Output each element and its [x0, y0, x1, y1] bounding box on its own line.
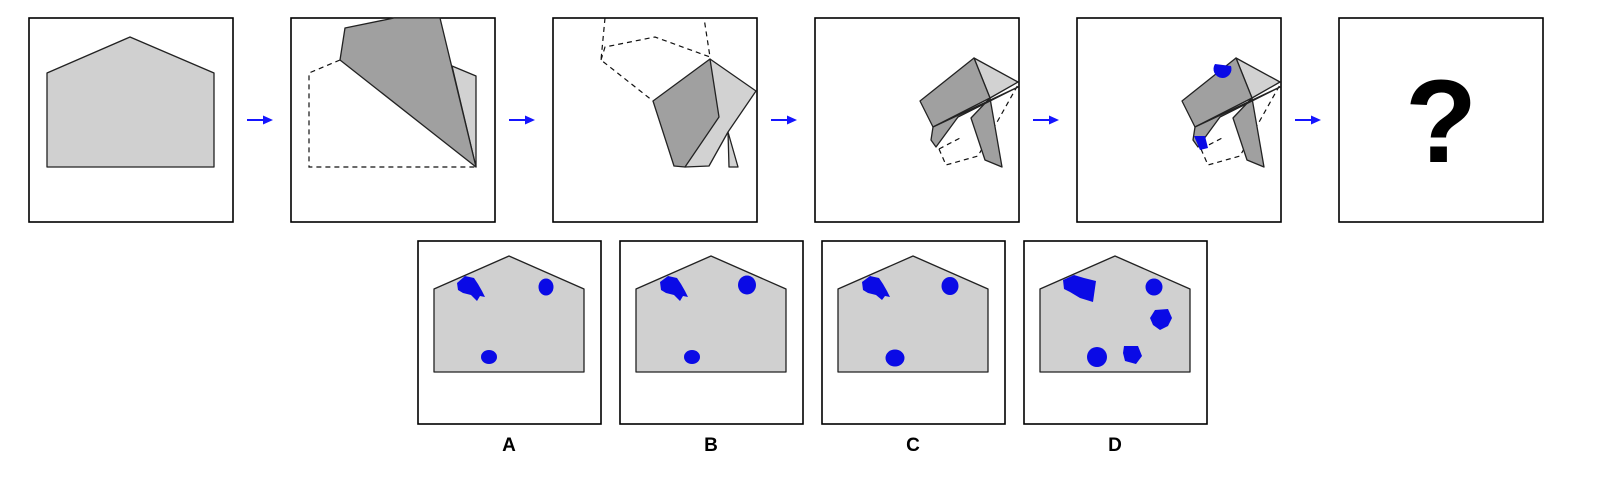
- arrow-3: [771, 115, 797, 125]
- option-a-label: A: [502, 435, 516, 456]
- option-d[interactable]: D: [1023, 240, 1208, 456]
- option-a-circle-hole-2: [481, 350, 497, 364]
- option-c[interactable]: C: [821, 240, 1006, 456]
- step-2-fold-outline: [308, 59, 476, 168]
- step-2-panel: [290, 17, 496, 223]
- arrow-4: [1033, 115, 1059, 125]
- option-a-circle-hole-1: [538, 278, 554, 296]
- step-5-square-hole: [1194, 136, 1208, 150]
- option-a-square-hole: [457, 276, 485, 301]
- arrow-2: [509, 115, 535, 125]
- option-b[interactable]: B: [619, 240, 804, 456]
- option-d-label: D: [1108, 435, 1122, 456]
- option-b-circle-hole-2: [684, 350, 700, 364]
- step-4-panel: [814, 17, 1020, 223]
- option-b-circle-hole-1: [738, 275, 756, 295]
- option-d-square-hole-1: [1063, 275, 1096, 302]
- option-c-circle-hole-2: [885, 349, 905, 367]
- step-4-upper-flap: [930, 86, 1019, 148]
- option-a[interactable]: A: [417, 240, 602, 456]
- step-5-circle-hole: [1213, 64, 1232, 78]
- step-3-dark-flap: [652, 58, 720, 168]
- step-3-panel: [552, 17, 758, 223]
- option-b-label: B: [704, 435, 718, 456]
- option-b-square-hole: [660, 276, 688, 301]
- arrow-5: [1295, 115, 1321, 125]
- option-d-square-hole-2: [1150, 309, 1172, 330]
- option-d-circle-hole-1: [1145, 278, 1163, 296]
- option-d-circle-hole-2: [1087, 347, 1107, 367]
- step-4-fold-outline: [938, 82, 1020, 166]
- question-panel: ?: [1338, 17, 1544, 223]
- option-c-square-hole: [862, 276, 890, 300]
- arrow-1: [247, 115, 273, 125]
- step-1-panel: [28, 17, 234, 223]
- step-5-panel: [1076, 17, 1282, 223]
- step-1-paper: [46, 36, 215, 168]
- question-frame: [1338, 17, 1544, 223]
- question-mark: ?: [1405, 56, 1477, 188]
- step-3-fold-outline: [600, 17, 711, 102]
- option-c-label: C: [906, 435, 920, 456]
- step-4-left-flap: [919, 57, 991, 128]
- option-d-square-hole-3: [1123, 346, 1142, 364]
- step-2-folded-flap: [339, 17, 477, 168]
- option-c-circle-hole-1: [941, 277, 959, 295]
- step-3-back-layer: [727, 131, 739, 168]
